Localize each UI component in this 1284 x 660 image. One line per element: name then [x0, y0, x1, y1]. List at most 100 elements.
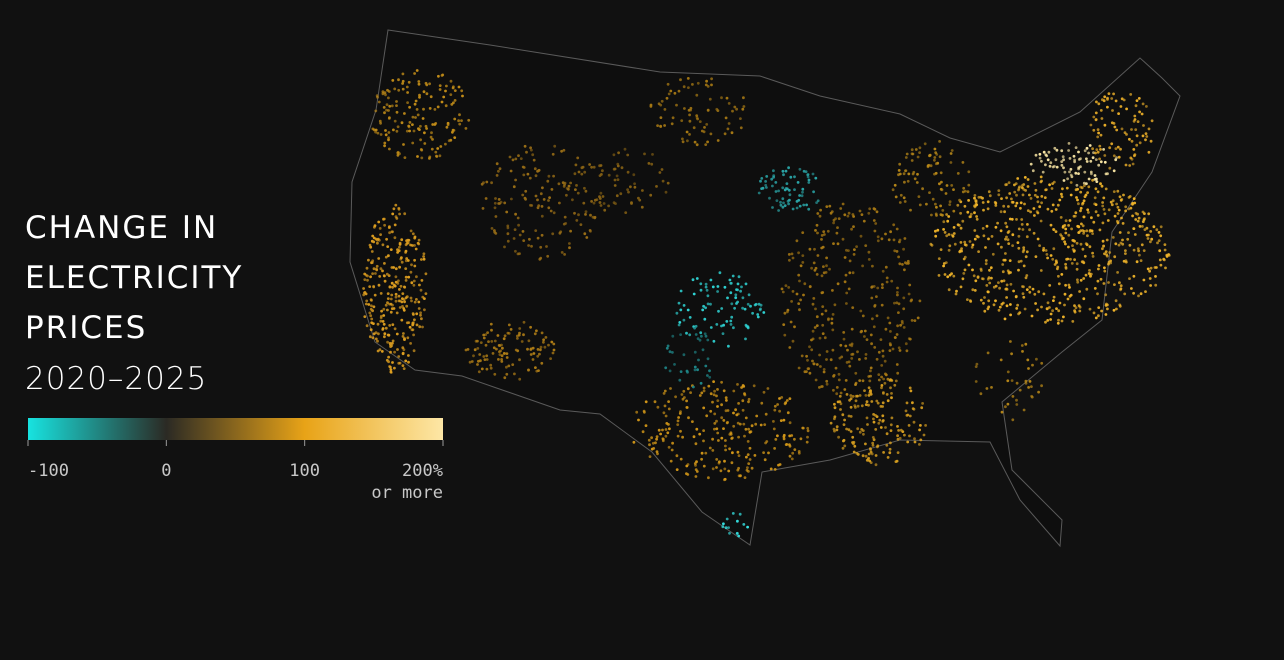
map-dot [947, 288, 951, 292]
map-dot [529, 348, 533, 351]
map-dot [691, 420, 694, 423]
map-dot [1011, 233, 1015, 237]
map-dot [1005, 296, 1008, 299]
map-dot [903, 200, 907, 203]
map-dot [380, 350, 384, 353]
map-dot [1057, 309, 1061, 313]
legend-note: or more [371, 483, 443, 503]
map-dot [945, 213, 948, 216]
map-dot [876, 286, 880, 290]
map-dot [458, 113, 461, 117]
map-dot [648, 443, 651, 447]
map-dot [548, 196, 551, 200]
map-dot [923, 142, 927, 146]
map-dot [950, 233, 954, 237]
map-dot [654, 441, 657, 445]
map-dot [735, 107, 738, 111]
map-dot [897, 173, 900, 177]
map-dot [722, 419, 726, 422]
map-dot [528, 237, 531, 241]
map-dot [723, 478, 726, 482]
map-dot [763, 458, 767, 462]
map-dot [371, 261, 374, 264]
map-dot [536, 348, 540, 351]
map-dot [903, 268, 906, 272]
map-dot [757, 191, 761, 195]
map-dot [493, 339, 497, 343]
map-dot [866, 423, 869, 426]
map-dot [430, 147, 434, 151]
map-dot [1040, 195, 1044, 198]
title-line: PRICES [25, 310, 147, 346]
map-dot [853, 444, 857, 448]
map-dot [839, 408, 842, 411]
map-dot [811, 172, 815, 176]
map-dot [999, 210, 1003, 214]
map-dot [547, 206, 551, 210]
map-dot [802, 203, 806, 207]
map-dot [445, 125, 449, 129]
map-dot [1132, 197, 1136, 201]
map-dot [943, 231, 947, 234]
map-dot [1017, 234, 1021, 238]
map-dot [649, 193, 653, 197]
map-dot [412, 279, 416, 283]
map-dot [1051, 165, 1055, 169]
map-dot [996, 242, 1000, 246]
map-dot [1071, 244, 1074, 248]
map-dot [1093, 174, 1097, 177]
map-dot [552, 211, 556, 215]
map-dot [1126, 237, 1130, 241]
map-dot [679, 78, 682, 82]
map-dot [724, 448, 727, 452]
map-dot [1088, 269, 1091, 272]
map-dot [405, 85, 409, 89]
map-dot [729, 291, 733, 295]
map-dot [1096, 190, 1100, 194]
map-dot [659, 116, 663, 119]
map-dot [668, 350, 672, 354]
map-dot [698, 394, 702, 397]
map-dot [405, 295, 409, 299]
map-dot [856, 404, 860, 408]
map-dot [898, 162, 902, 166]
map-dot [1075, 267, 1079, 271]
map-dot [1016, 177, 1020, 180]
map-dot [729, 281, 733, 285]
map-dot [1067, 149, 1070, 152]
map-dot [842, 331, 846, 334]
map-dot [378, 227, 382, 230]
map-dot [1060, 163, 1064, 167]
map-dot [829, 421, 833, 425]
map-dot [1074, 306, 1078, 310]
map-dot [590, 200, 593, 203]
map-dot [1121, 238, 1124, 242]
map-dot [544, 336, 548, 339]
map-dot [679, 410, 682, 414]
map-dot [1106, 96, 1109, 100]
map-dot [383, 141, 387, 145]
map-dot [985, 284, 989, 287]
map-dot [400, 121, 404, 125]
map-dot [782, 433, 786, 437]
map-dot [747, 397, 751, 401]
map-dot [1119, 105, 1123, 108]
map-dot [1116, 145, 1120, 149]
map-dot [726, 127, 730, 131]
map-dot [748, 446, 752, 450]
map-dot [514, 178, 517, 182]
map-dot [729, 319, 733, 323]
map-dot [1000, 279, 1004, 283]
map-dot [898, 201, 902, 204]
map-dot [892, 238, 896, 242]
map-dot [1046, 158, 1050, 162]
map-dot [814, 378, 818, 382]
map-dot [872, 438, 876, 442]
map-dot [948, 244, 952, 248]
map-dot [1029, 210, 1032, 214]
map-dot [580, 172, 584, 176]
map-dot [661, 437, 665, 441]
map-dot [788, 421, 792, 425]
map-dot [810, 348, 814, 352]
map-dot [895, 363, 899, 366]
